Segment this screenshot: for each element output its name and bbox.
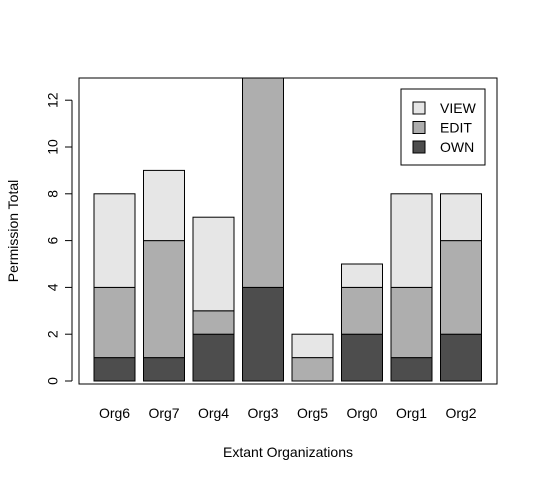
legend-swatch-view (412, 101, 426, 115)
bars-layer (93, 77, 482, 382)
legend-swatch-edit (412, 121, 426, 134)
bar-org0-view (341, 263, 383, 288)
y-tick-label: 2 (45, 330, 61, 338)
legend-label-edit: EDIT (440, 120, 472, 136)
bar-org1-view (390, 193, 433, 288)
bar-org2-own (440, 333, 482, 382)
x-tick-label-org4: Org4 (198, 405, 229, 421)
bar-org2-view (440, 193, 482, 242)
plot-frame (78, 77, 498, 385)
bar-org3-own (242, 286, 284, 382)
x-tick-label-org3: Org3 (247, 405, 278, 421)
legend-label-own: OWN (440, 139, 474, 155)
y-tick-label: 4 (45, 283, 61, 291)
bar-org4-view (192, 216, 235, 312)
y-tick-label: 0 (45, 377, 61, 385)
bar-org4-edit (192, 310, 235, 335)
bar-org0-own (341, 333, 383, 382)
bar-org1-own (390, 357, 433, 382)
bar-org7-edit (143, 240, 185, 359)
bar-org1-edit (390, 286, 433, 359)
bar-org5-view (291, 333, 334, 359)
x-tick-label-org2: Org2 (445, 405, 476, 421)
bar-org6-edit (93, 286, 136, 359)
y-tick-label: 6 (45, 236, 61, 244)
y-tick-label: 10 (45, 139, 61, 155)
x-tick-label-org0: Org0 (346, 405, 377, 421)
legend-swatch-own (412, 140, 426, 154)
x-tick-label-org7: Org7 (148, 405, 179, 421)
x-tick-label-org5: Org5 (297, 405, 328, 421)
x-tick-label-org6: Org6 (99, 405, 130, 421)
bar-org7-own (143, 357, 185, 382)
bar-org0-edit (341, 286, 383, 335)
legend-label-view: VIEW (440, 100, 477, 116)
x-tick-label-org1: Org1 (396, 405, 427, 421)
bar-org2-edit (440, 240, 482, 335)
x-axis-tick-labels: Org6 Org7 Org4 Org3 Org5 Org0 Org1 Org2 (99, 405, 477, 421)
y-axis-label: Permission Total (5, 180, 21, 282)
bar-org6-own (93, 357, 136, 382)
y-tick-label: 8 (45, 190, 61, 198)
bar-org6-view (93, 193, 136, 288)
bar-org3-edit (242, 77, 284, 288)
bar-org5-edit (291, 357, 334, 382)
x-axis-label: Extant Organizations (223, 444, 353, 460)
y-axis: 0 2 4 6 8 10 12 (45, 92, 73, 385)
bar-org4-own (192, 333, 235, 382)
bar-org7-view (143, 169, 185, 242)
y-tick-label: 12 (45, 92, 61, 108)
legend: VIEW EDIT OWN (400, 88, 486, 166)
